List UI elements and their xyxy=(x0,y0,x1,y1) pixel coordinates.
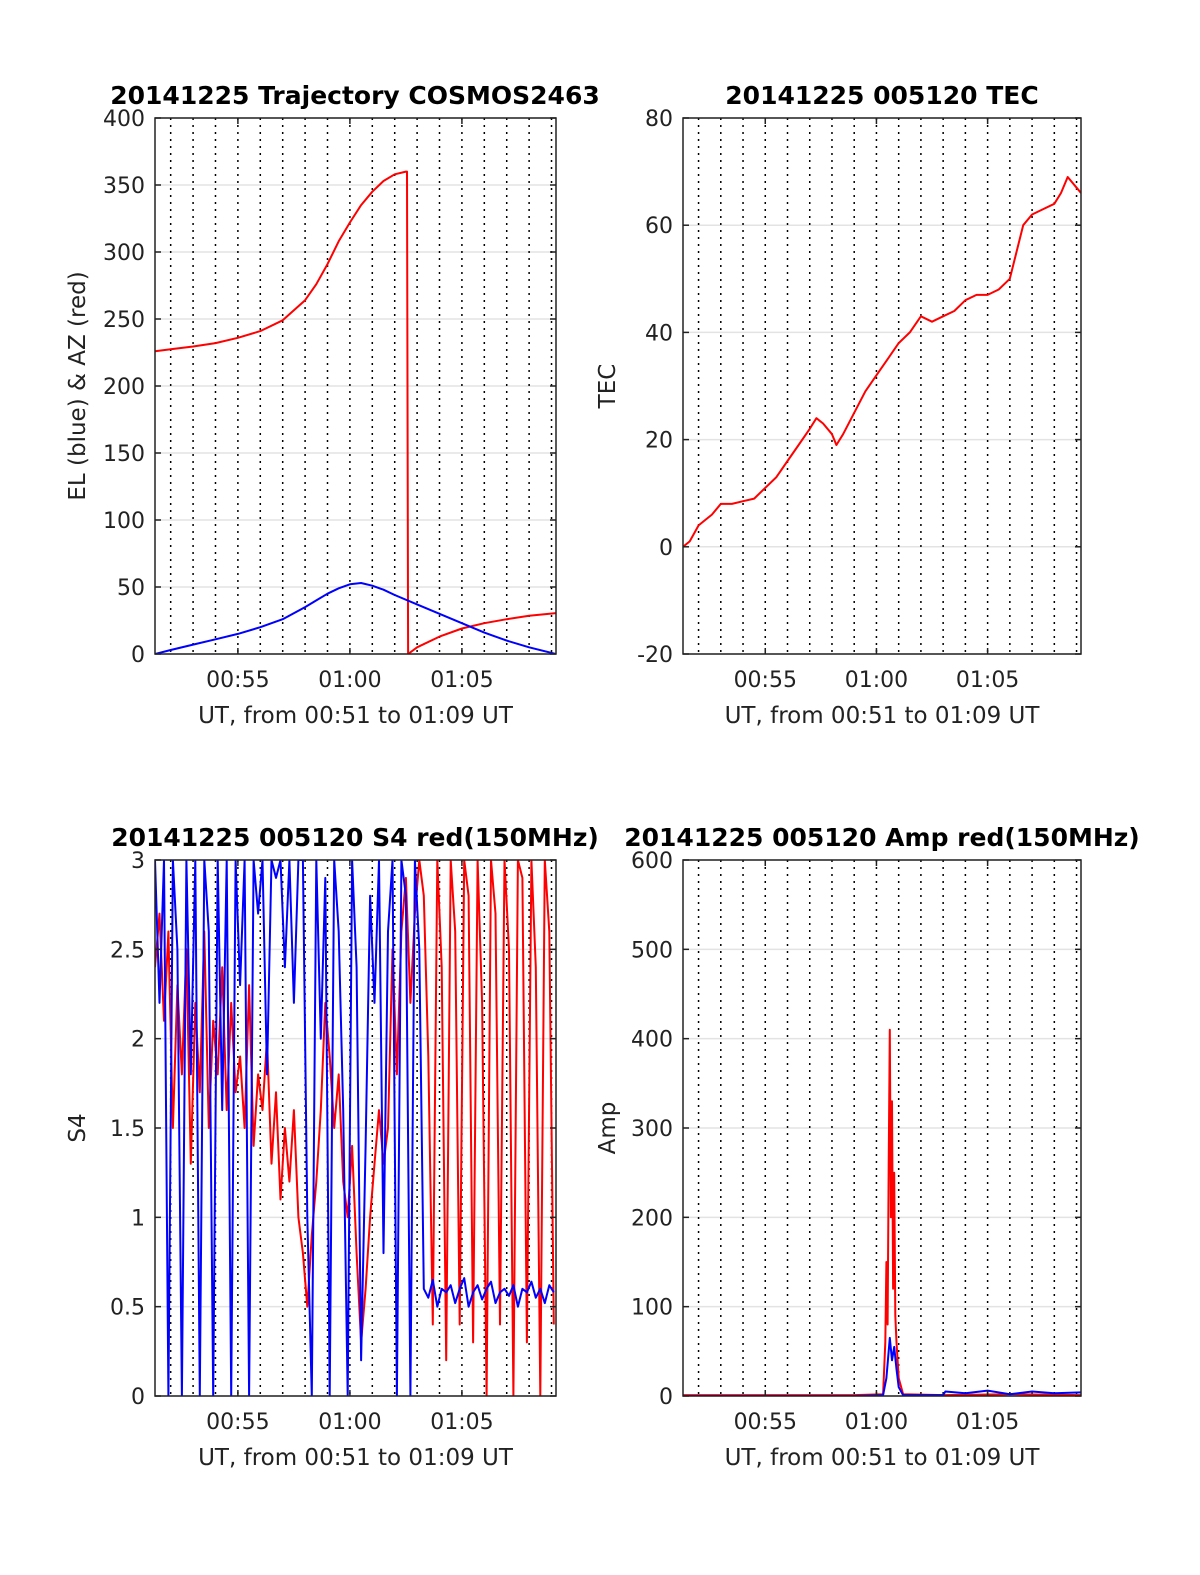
y-tick-label: 60 xyxy=(645,214,673,239)
series-line-2 xyxy=(155,860,555,1396)
y-tick-label: 100 xyxy=(103,509,145,534)
x-tick-label: 01:05 xyxy=(430,668,493,693)
series-line-1 xyxy=(683,176,1081,548)
y-tick-label: 100 xyxy=(631,1296,673,1321)
y-tick-label: 500 xyxy=(631,938,673,963)
series-line-1 xyxy=(683,1028,1081,1396)
y-tick-label: 0.5 xyxy=(110,1296,145,1321)
y-tick-label: 0 xyxy=(659,536,673,561)
chart-title: 20141225 Trajectory COSMOS2463 xyxy=(110,81,600,110)
y-axis-label: EL (blue) & AZ (red) xyxy=(65,271,91,500)
y-axis-label: Amp xyxy=(595,1102,621,1155)
y-tick-label: 150 xyxy=(103,442,145,467)
y-tick-label: 0 xyxy=(659,1385,673,1410)
y-tick-label: 80 xyxy=(645,107,673,132)
chart-title: 20141225 005120 S4 red(150MHz) xyxy=(111,823,599,852)
chart-panel-4: 0 100 200 300 400 500 600 00:55 01:00 01:05 201412… xyxy=(595,823,1140,1471)
y-tick-label: 1 xyxy=(131,1206,145,1231)
x-tick-label: 01:05 xyxy=(956,668,1019,693)
y-tick-label: 2.5 xyxy=(110,938,145,963)
y-tick-label: 20 xyxy=(645,429,673,454)
chart-panel-2: -20 0 20 40 60 80 00:55 01:00 01:05 20141225 0051… xyxy=(595,81,1082,729)
y-tick-label: 1.5 xyxy=(110,1117,145,1142)
chart-title: 20141225 005120 Amp red(150MHz) xyxy=(624,823,1140,852)
x-axis-label: UT, from 00:51 to 01:09 UT xyxy=(725,703,1041,729)
x-axis-label: UT, from 00:51 to 01:09 UT xyxy=(725,1445,1041,1471)
y-tick-label: 40 xyxy=(645,321,673,346)
series-line-1 xyxy=(155,170,556,654)
y-tick-label: 0 xyxy=(131,643,145,668)
y-tick-label: 400 xyxy=(103,107,145,132)
chart-panel-3: 0 0.5 1 1.5 2 2.5 3 00:55 01:00 01:05 20141225 005… xyxy=(65,823,599,1471)
y-tick-label: 350 xyxy=(103,174,145,199)
x-tick-label: 01:00 xyxy=(318,1410,381,1435)
y-tick-label: 300 xyxy=(631,1117,673,1142)
x-tick-label: 01:05 xyxy=(430,1410,493,1435)
x-tick-label: 00:55 xyxy=(206,1410,269,1435)
y-axis-label: S4 xyxy=(65,1113,91,1142)
y-tick-label: 2 xyxy=(131,1028,145,1053)
series-line-1 xyxy=(155,860,555,1396)
series-line-2 xyxy=(683,1336,1081,1396)
x-tick-label: 01:05 xyxy=(956,1410,1019,1435)
y-tick-label: 600 xyxy=(631,849,673,874)
plot-area xyxy=(683,118,1081,654)
x-tick-label: 01:00 xyxy=(845,1410,908,1435)
y-tick-label: 200 xyxy=(103,375,145,400)
series-line-2 xyxy=(155,582,556,654)
chart-panel-1: 0 50 100 150 200 250 300 350 400 00:55 01:00 01:05 2… xyxy=(65,81,600,729)
x-tick-label: 00:55 xyxy=(206,668,269,693)
x-axis-label: UT, from 00:51 to 01:09 UT xyxy=(198,1445,514,1471)
x-tick-label: 00:55 xyxy=(734,1410,797,1435)
x-tick-label: 01:00 xyxy=(845,668,908,693)
y-axis-label: TEC xyxy=(595,364,621,410)
y-tick-label: 400 xyxy=(631,1028,673,1053)
chart-title: 20141225 005120 TEC xyxy=(725,81,1038,110)
x-axis-label: UT, from 00:51 to 01:09 UT xyxy=(198,703,514,729)
axes-box xyxy=(682,117,1082,655)
y-tick-label: 250 xyxy=(103,308,145,333)
y-tick-label: -20 xyxy=(637,643,673,668)
y-tick-label: 50 xyxy=(117,576,145,601)
y-tick-label: 200 xyxy=(631,1206,673,1231)
y-tick-label: 0 xyxy=(131,1385,145,1410)
x-tick-label: 00:55 xyxy=(734,668,797,693)
y-tick-label: 300 xyxy=(103,241,145,266)
y-tick-label: 3 xyxy=(131,849,145,874)
x-tick-label: 01:00 xyxy=(318,668,381,693)
